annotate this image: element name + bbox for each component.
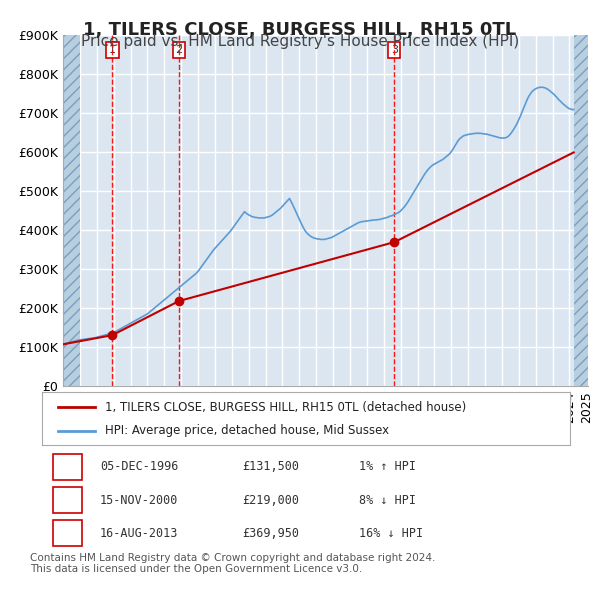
Text: 2: 2 <box>175 45 182 55</box>
Text: £219,000: £219,000 <box>242 493 299 507</box>
Text: £131,500: £131,500 <box>242 460 299 474</box>
FancyBboxPatch shape <box>53 487 82 513</box>
Text: 3: 3 <box>391 45 398 55</box>
Bar <box>63 35 80 386</box>
Text: 1% ↑ HPI: 1% ↑ HPI <box>359 460 416 474</box>
Text: 1: 1 <box>64 460 71 474</box>
Text: 2: 2 <box>64 493 71 507</box>
Bar <box>574 35 588 386</box>
FancyBboxPatch shape <box>53 454 82 480</box>
Text: 3: 3 <box>64 526 71 540</box>
Text: £369,950: £369,950 <box>242 526 299 540</box>
Text: Contains HM Land Registry data © Crown copyright and database right 2024.: Contains HM Land Registry data © Crown c… <box>30 553 436 563</box>
Text: Price paid vs. HM Land Registry's House Price Index (HPI): Price paid vs. HM Land Registry's House … <box>81 34 519 49</box>
Text: HPI: Average price, detached house, Mid Sussex: HPI: Average price, detached house, Mid … <box>106 424 389 437</box>
Text: 1, TILERS CLOSE, BURGESS HILL, RH15 0TL (detached house): 1, TILERS CLOSE, BURGESS HILL, RH15 0TL … <box>106 401 467 414</box>
Text: This data is licensed under the Open Government Licence v3.0.: This data is licensed under the Open Gov… <box>30 564 362 574</box>
Text: 16% ↓ HPI: 16% ↓ HPI <box>359 526 423 540</box>
Text: 1, TILERS CLOSE, BURGESS HILL, RH15 0TL: 1, TILERS CLOSE, BURGESS HILL, RH15 0TL <box>83 21 517 39</box>
FancyBboxPatch shape <box>53 520 82 546</box>
Text: 1: 1 <box>109 45 116 55</box>
Text: 15-NOV-2000: 15-NOV-2000 <box>100 493 178 507</box>
Text: 05-DEC-1996: 05-DEC-1996 <box>100 460 178 474</box>
Text: 16-AUG-2013: 16-AUG-2013 <box>100 526 178 540</box>
Text: 8% ↓ HPI: 8% ↓ HPI <box>359 493 416 507</box>
